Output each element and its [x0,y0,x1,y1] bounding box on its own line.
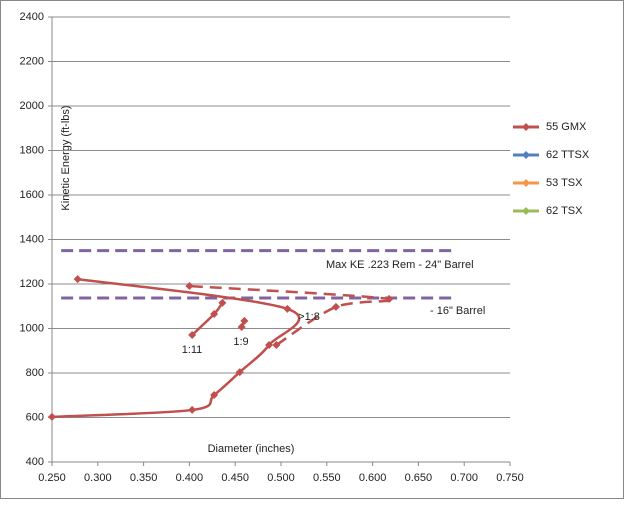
marker [185,282,194,291]
series-line [51,277,301,419]
annotation: 1:11 [182,344,203,356]
y-tick-label: 1600 [20,189,44,201]
legend-label: 62 TSX [546,205,583,217]
marker [218,298,227,307]
marker [235,368,244,377]
x-tick-label: 0.750 [496,472,524,484]
marker [385,294,394,303]
marker [210,391,219,400]
marker [272,340,281,349]
marker [522,179,530,187]
marker [283,304,292,313]
x-tick-label: 0.250 [38,472,66,484]
marker [237,322,246,331]
y-tick-label: 1400 [20,233,44,245]
x-tick-label: 0.600 [359,472,387,484]
legend-label: 55 GMX [546,121,587,133]
marker [210,310,219,319]
x-tick-label: 0.350 [130,472,158,484]
marker [522,207,530,215]
reference-label: Max KE .223 Rem - 24" Barrel [326,259,474,271]
marker [48,412,56,421]
y-tick-label: 1800 [20,144,44,156]
y-tick-label: 800 [26,367,44,379]
y-tick-label: 2400 [20,11,44,23]
x-tick-label: 0.700 [450,472,478,484]
x-tick-label: 0.550 [313,472,341,484]
marker [188,405,197,414]
marker [188,330,197,339]
y-axis-title: Kinetic Energy (ft-lbs) [60,105,72,210]
annotation: >1:8 [298,311,320,323]
marker [522,151,530,159]
x-tick-label: 0.450 [221,472,249,484]
y-tick-label: 1200 [20,278,44,290]
x-tick-label: 0.300 [84,472,112,484]
legend-label: 62 TTSX [546,149,590,161]
reference-label: - 16" Barrel [430,305,485,317]
series-line [189,284,397,347]
x-tick-label: 0.500 [267,472,295,484]
y-tick-label: 400 [26,456,44,468]
y-tick-label: 600 [26,411,44,423]
legend-label: 53 TSX [546,177,583,189]
marker [331,302,340,311]
marker [265,340,274,349]
marker [240,316,249,325]
annotation: 1:9 [233,336,248,348]
x-tick-label: 0.400 [176,472,204,484]
x-axis-title: Diameter (inches) [208,443,295,455]
y-tick-label: 2200 [20,55,44,67]
marker [73,275,82,284]
x-tick-label: 0.650 [405,472,433,484]
y-tick-label: 1000 [20,322,44,334]
y-tick-label: 2000 [20,100,44,112]
marker [522,123,530,131]
